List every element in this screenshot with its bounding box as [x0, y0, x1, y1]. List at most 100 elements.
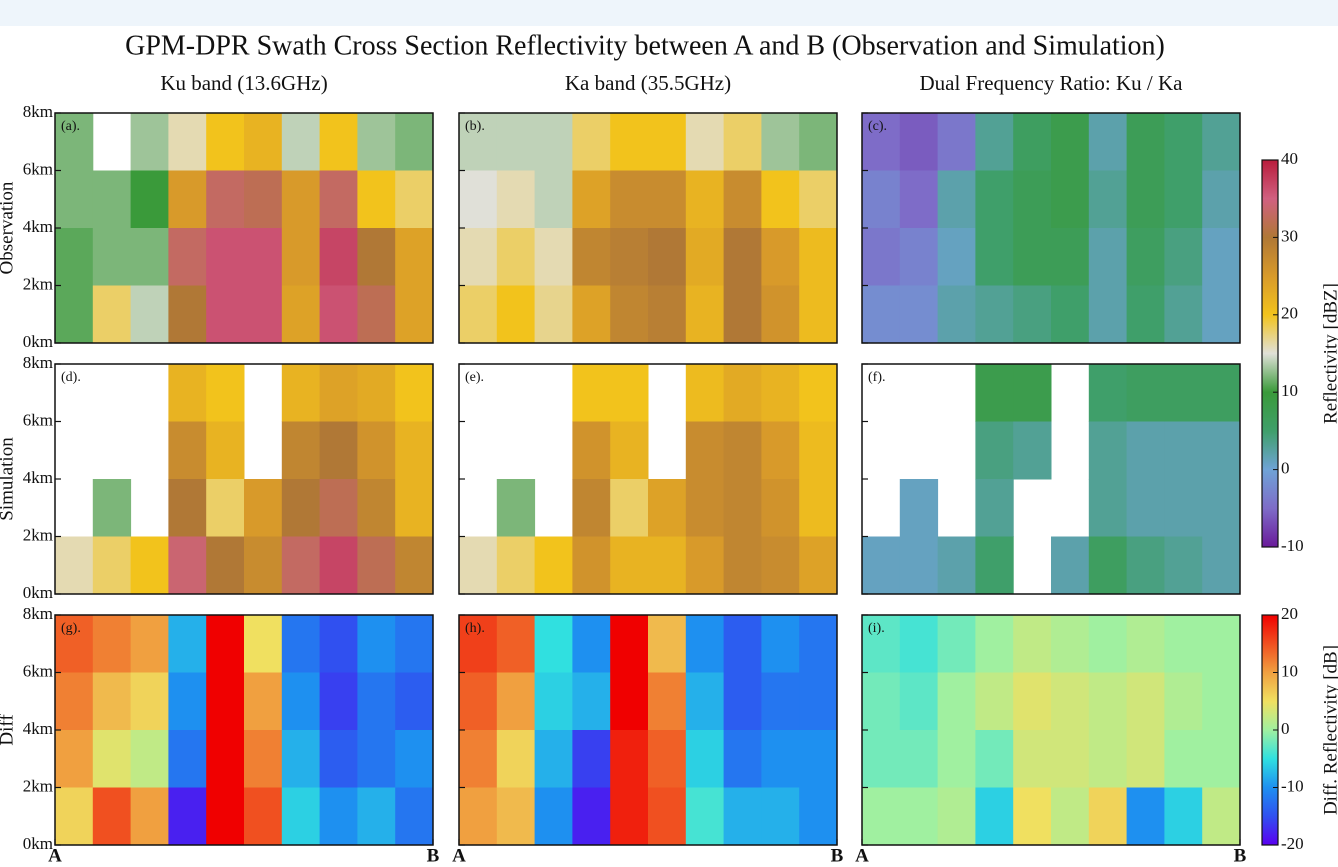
heatmap-cell — [281, 113, 321, 171]
heatmap-cell — [244, 285, 283, 344]
heatmap-cell — [685, 113, 725, 171]
heatmap-cell — [92, 730, 132, 788]
heatmap-cell — [1013, 170, 1052, 229]
heatmap-cell — [1164, 364, 1203, 422]
colorbar-tick-label: 10 — [1281, 661, 1298, 680]
heatmap-cell — [610, 730, 649, 788]
heatmap-cell — [862, 228, 901, 286]
heatmap-cell — [1202, 170, 1241, 229]
heatmap-cell — [899, 787, 939, 846]
heatmap-cell — [244, 787, 283, 846]
heatmap-cell — [357, 285, 396, 344]
heatmap-cell — [395, 228, 434, 286]
y-tick-label: 2km — [23, 525, 53, 544]
heatmap-cell — [395, 479, 434, 537]
heatmap-cell — [899, 228, 939, 286]
heatmap-cell — [799, 228, 838, 286]
heatmap-cell — [459, 285, 498, 344]
heatmap-cell — [1202, 672, 1241, 731]
heatmap-cell — [168, 113, 207, 171]
heatmap-cell — [459, 113, 498, 171]
heatmap-cell — [723, 228, 762, 286]
heatmap-cell — [1164, 672, 1203, 731]
heatmap-cell — [1164, 787, 1203, 846]
heatmap-cell — [168, 170, 207, 229]
heatmap-cell — [1088, 113, 1128, 171]
heatmap-cell — [395, 170, 434, 229]
heatmap-cell — [723, 536, 762, 595]
heatmap-cell — [1202, 113, 1241, 171]
heatmap-cell — [799, 170, 838, 229]
heatmap-cell — [761, 479, 800, 537]
heatmap-cell — [723, 285, 762, 344]
heatmap-cell — [1051, 536, 1090, 595]
heatmap-cell — [862, 113, 901, 171]
heatmap-cell — [648, 787, 687, 846]
heatmap-cell — [1088, 170, 1128, 229]
heatmap-cell — [937, 113, 976, 171]
heatmap-cell — [206, 730, 245, 788]
heatmap-cell — [55, 787, 94, 846]
heatmap-cell — [55, 285, 94, 344]
y-tick-label: 0km — [23, 583, 53, 602]
heatmap-cell — [92, 672, 132, 731]
heatmap-cell — [899, 170, 939, 229]
heatmap-cell — [761, 170, 800, 229]
heatmap-cell — [975, 421, 1014, 480]
heatmap-cell — [496, 536, 536, 595]
panel-title: Dual Frequency Ratio: Ku / Ka — [919, 71, 1183, 95]
heatmap-cell — [168, 285, 207, 344]
heatmap-cell — [723, 672, 762, 731]
heatmap-cell — [610, 536, 649, 595]
heatmap-cell — [459, 536, 498, 595]
heatmap-cell — [648, 285, 687, 344]
y-tick-label: 8km — [23, 102, 53, 121]
heatmap-cell — [395, 787, 434, 846]
heatmap-cell — [1202, 479, 1241, 537]
heatmap-cell — [1126, 285, 1165, 344]
y-tick-label: 2km — [23, 776, 53, 795]
heatmap-cell — [1126, 364, 1165, 422]
heatmap-cell — [1164, 730, 1203, 788]
heatmap-cell — [723, 113, 762, 171]
heatmap-cell — [799, 285, 838, 344]
heatmap-cell — [130, 787, 169, 846]
heatmap-cell — [572, 364, 611, 422]
y-tick-label: 0km — [23, 834, 53, 853]
heatmap-cell — [319, 421, 358, 480]
heatmap-cell — [1126, 113, 1165, 171]
figure-title: GPM-DPR Swath Cross Section Reflectivity… — [125, 30, 1165, 61]
heatmap-cell — [975, 615, 1014, 673]
heatmap-cell — [937, 672, 976, 731]
heatmap-cell — [1164, 170, 1203, 229]
heatmap-cell — [1126, 615, 1165, 673]
heatmap-cell — [975, 228, 1014, 286]
heatmap-cell — [92, 787, 132, 846]
heatmap-cell — [206, 615, 245, 673]
heatmap-cell — [723, 615, 762, 673]
heatmap-cell — [244, 479, 283, 537]
heatmap-cell — [1202, 364, 1241, 422]
heatmap-cell — [357, 787, 396, 846]
heatmap-cell — [975, 364, 1014, 422]
heatmap-cell — [761, 421, 800, 480]
heatmap-cell — [281, 536, 321, 595]
heatmap-cell — [937, 787, 976, 846]
heatmap-cell — [1202, 536, 1241, 595]
heatmap-cell — [975, 730, 1014, 788]
heatmap-cell — [395, 536, 434, 595]
y-tick-label: 6km — [23, 661, 53, 680]
heatmap-cell — [496, 170, 536, 229]
y-tick-label: 0km — [23, 332, 53, 351]
colorbar-tick-label: 10 — [1281, 381, 1298, 400]
top-bar — [0, 0, 1338, 26]
heatmap-cell — [899, 479, 939, 537]
heatmap-cell — [395, 285, 434, 344]
heatmap-cell — [1088, 536, 1128, 595]
heatmap-cell — [572, 113, 611, 171]
heatmap-cell — [572, 228, 611, 286]
heatmap-cell — [1202, 615, 1241, 673]
heatmap-cell — [281, 787, 321, 846]
heatmap-cell — [975, 170, 1014, 229]
colorbar-label: Diff. Reflectivity [dB] — [1320, 645, 1338, 815]
